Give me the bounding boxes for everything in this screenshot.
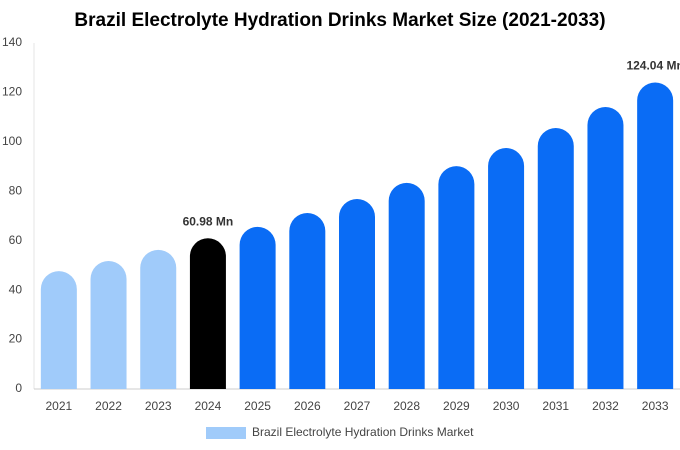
value-label: 124.04 Mn <box>626 59 680 73</box>
y-tick-label: 80 <box>9 183 23 197</box>
x-tick-label: 2025 <box>244 399 271 413</box>
legend-swatch <box>206 427 246 439</box>
bar <box>189 238 226 389</box>
bar <box>40 271 77 389</box>
bar <box>339 198 375 389</box>
y-tick-label: 60 <box>9 233 23 247</box>
bar <box>289 213 326 389</box>
y-tick-label: 120 <box>2 85 22 99</box>
bar <box>488 148 525 389</box>
x-tick-label: 2022 <box>95 399 122 413</box>
legend-label: Brazil Electrolyte Hydration Drinks Mark… <box>252 425 474 439</box>
bar <box>239 226 276 389</box>
bar <box>537 128 574 389</box>
bar <box>438 166 475 389</box>
x-tick-label: 2033 <box>642 399 669 413</box>
bar <box>388 182 425 389</box>
x-tick-label: 2030 <box>493 399 520 413</box>
x-tick-label: 2024 <box>195 399 222 413</box>
x-tick-label: 2021 <box>45 399 72 413</box>
x-tick-label: 2029 <box>443 399 470 413</box>
x-tick-label: 2032 <box>592 399 619 413</box>
x-tick-label: 2027 <box>344 399 371 413</box>
bar <box>140 249 177 389</box>
value-label: 60.98 Mn <box>183 214 234 228</box>
x-tick-label: 2031 <box>542 399 569 413</box>
y-tick-label: 0 <box>15 381 22 395</box>
x-tick-label: 2023 <box>145 399 172 413</box>
y-tick-label: 140 <box>2 35 22 49</box>
bar <box>587 107 624 389</box>
y-tick-label: 20 <box>9 332 23 346</box>
bar <box>637 82 674 389</box>
x-tick-label: 2026 <box>294 399 321 413</box>
x-tick-label: 2028 <box>393 399 420 413</box>
y-tick-label: 40 <box>9 282 23 296</box>
bar <box>90 260 127 389</box>
y-tick-label: 100 <box>2 134 22 148</box>
chart-title: Brazil Electrolyte Hydration Drinks Mark… <box>74 10 605 31</box>
